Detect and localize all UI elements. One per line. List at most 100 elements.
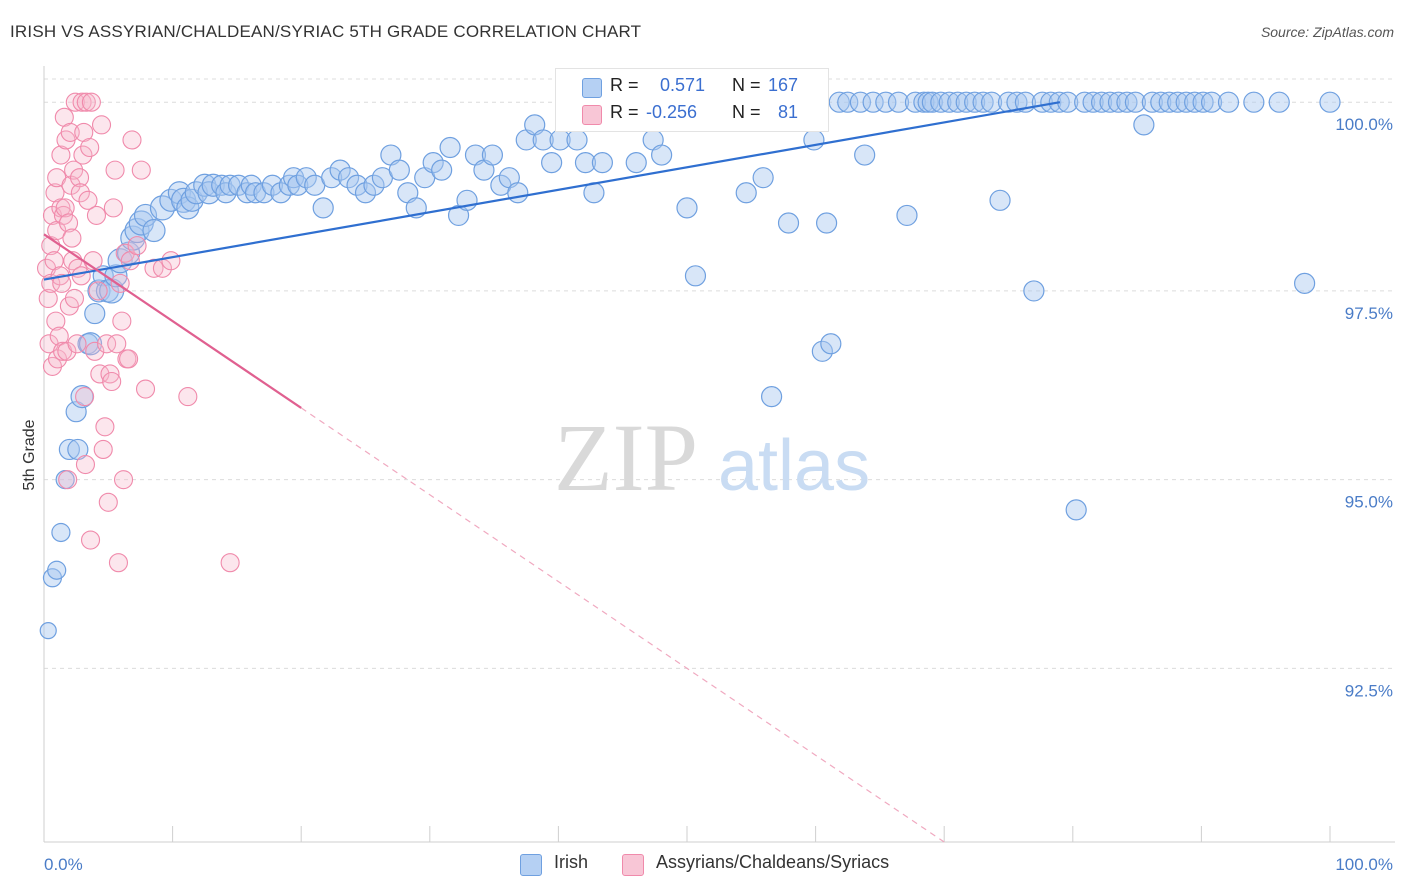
irish-point (39, 622, 57, 640)
irish-point (955, 91, 977, 113)
assyrian-point (135, 379, 156, 399)
y-tick-label: 95.0% (1345, 493, 1393, 512)
irish-point (1040, 91, 1062, 113)
assyrian-point (64, 160, 84, 180)
legend-n-value: 81 (778, 102, 799, 122)
assyrian-point (75, 454, 96, 475)
irish-point (346, 174, 368, 196)
assyrian-point (38, 288, 58, 309)
irish-point (193, 173, 217, 197)
y-axis-label: 5th Grade (21, 419, 38, 490)
irish-point (321, 167, 343, 189)
assyrian-point (62, 228, 82, 248)
irish-point (896, 204, 918, 227)
irish-point (439, 136, 461, 159)
irish-point (167, 181, 191, 205)
assyrian-point (90, 364, 110, 384)
chart-title: IRISH VS ASSYRIAN/CHALDEAN/SYRIAC 5TH GR… (10, 22, 642, 41)
irish-point (1099, 91, 1121, 113)
legend-n-label: N = (732, 102, 761, 122)
stats-legend: R = 0.571 N = 167 R = -0.256 N = 81 (555, 68, 829, 132)
assyrian-point (80, 530, 101, 550)
assyrian-points (36, 92, 240, 573)
irish-point (51, 522, 71, 543)
irish-point (777, 212, 800, 234)
y-tick-label: 92.5% (1345, 681, 1393, 700)
assyrian-point (73, 145, 93, 165)
irish-point (1082, 91, 1104, 113)
assyrian-point (60, 122, 80, 142)
irish-point (815, 212, 838, 234)
legend-r-label: R = (610, 75, 639, 95)
irish-point (388, 159, 410, 181)
irish-point (253, 182, 275, 204)
irish-point (921, 91, 943, 113)
assyrian-point (127, 236, 147, 256)
assyrian-point (52, 273, 72, 293)
assyrian-point (103, 198, 123, 218)
assyrian-point (98, 492, 118, 512)
irish-point (1090, 91, 1113, 113)
irish-point (541, 151, 563, 174)
gridlines: 92.5% 95.0% 97.5% 100.0% (44, 78, 1395, 700)
assyrian-point (67, 334, 87, 354)
legend-swatch-assyrian (582, 105, 602, 125)
assyrian-point (78, 190, 98, 210)
irish-point (684, 265, 707, 287)
assyrian-point (93, 439, 113, 460)
assyrian-point (100, 364, 120, 384)
x-tick-max: 100.0% (1335, 855, 1393, 874)
x-tick-min: 0.0% (44, 855, 83, 874)
irish-point (1133, 114, 1155, 136)
irish-point (566, 129, 588, 151)
irish-point (752, 167, 774, 189)
legend-row-irish: R = 0.571 N = 167 (556, 75, 826, 101)
irish-point (1006, 91, 1028, 113)
irish-point (329, 159, 351, 181)
irish-point (1074, 91, 1096, 113)
irish-point (651, 144, 673, 166)
irish-point (837, 91, 859, 113)
irish-point (676, 197, 698, 219)
assyrian-point (46, 311, 66, 331)
irish-point (84, 302, 106, 325)
legend-r-label: R = (610, 102, 639, 122)
irish-point (532, 129, 554, 151)
irish-point (591, 151, 613, 174)
irish-point (176, 196, 200, 220)
irish-point (1294, 272, 1316, 294)
assyrian-point (86, 205, 107, 225)
irish-point (180, 188, 204, 212)
irish-point (811, 340, 833, 362)
assyrian-point (119, 349, 139, 369)
irish-point (938, 91, 960, 113)
irish-point (58, 438, 80, 461)
irish-point (1184, 91, 1206, 113)
assyrian-point (85, 341, 105, 361)
irish-point (1124, 91, 1147, 113)
assyrian-point (122, 130, 142, 150)
irish-trend-line (43, 101, 1061, 281)
irish-point (1158, 91, 1180, 113)
legend-swatch-irish (520, 854, 542, 876)
assyrian-point (113, 470, 134, 490)
assyrian-point (80, 137, 100, 158)
assyrian-point (64, 288, 85, 309)
legend-swatch-irish (582, 78, 602, 98)
irish-point (1167, 91, 1189, 113)
assyrian-point (70, 183, 90, 203)
assyrian-point (69, 168, 90, 188)
assyrian-point (51, 145, 71, 165)
assyrian-point (57, 341, 77, 361)
irish-point (201, 173, 225, 197)
watermark-zip: ZIP (554, 404, 698, 511)
irish-point (904, 91, 927, 113)
irish-point (1116, 91, 1138, 113)
assyrian-point (76, 92, 96, 112)
y-tick-label: 97.5% (1345, 304, 1393, 323)
legend-r-value: -0.256 (646, 102, 698, 122)
irish-point (287, 174, 309, 196)
assyrian-point (107, 334, 127, 354)
assyrian-point (81, 92, 101, 112)
